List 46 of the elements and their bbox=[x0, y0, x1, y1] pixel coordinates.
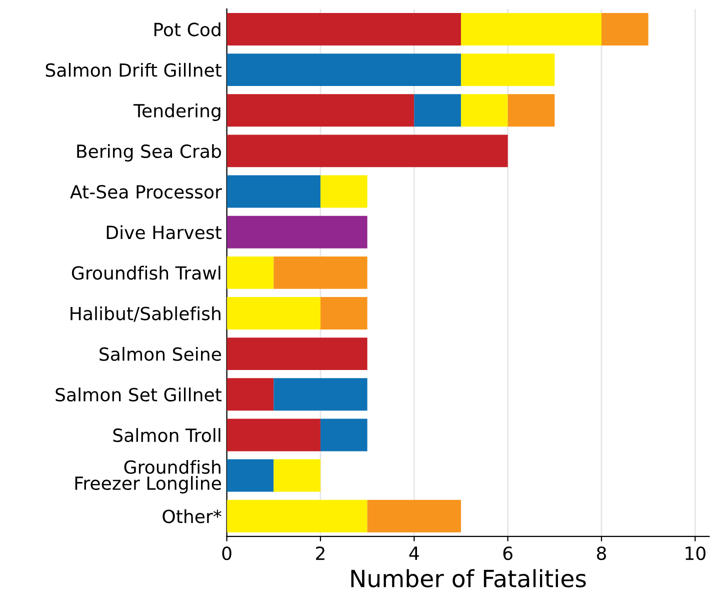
bar bbox=[226, 378, 274, 411]
x-tick-label: 10 bbox=[686, 546, 706, 560]
bar bbox=[320, 418, 368, 452]
x-tick-label: 4 bbox=[409, 546, 419, 560]
y-tick-label: Salmon Troll bbox=[113, 428, 220, 442]
bar bbox=[226, 12, 461, 46]
y-tick-label: At-Sea Processor bbox=[70, 184, 222, 199]
bar bbox=[460, 12, 602, 46]
bar bbox=[226, 94, 414, 127]
bar bbox=[320, 297, 368, 330]
y-tick-label: Tendering bbox=[133, 104, 220, 121]
y-tick-label: Salmon Seine bbox=[100, 346, 221, 361]
x-tick-label: 2 bbox=[316, 546, 324, 560]
bar bbox=[226, 134, 508, 168]
bar bbox=[226, 175, 320, 208]
bar bbox=[367, 500, 461, 532]
x-tick-label: 8 bbox=[596, 546, 606, 560]
bar bbox=[226, 459, 274, 492]
y-tick-label: Dive Harvest bbox=[106, 225, 222, 240]
x-tick-label: 6 bbox=[503, 546, 512, 560]
bar bbox=[460, 94, 508, 127]
y-tick-label: Halibut/Sablefish bbox=[70, 306, 220, 322]
bar bbox=[508, 94, 555, 127]
bar bbox=[460, 54, 555, 86]
y-tick-label: Pot Cod bbox=[154, 22, 220, 36]
bar bbox=[226, 500, 368, 532]
x-tick-label: 0 bbox=[222, 546, 232, 560]
bar bbox=[274, 459, 320, 492]
bar bbox=[226, 216, 368, 248]
y-tick-label: Other* bbox=[162, 509, 222, 524]
bar bbox=[601, 12, 648, 46]
y-tick-label: Groundfish Trawl bbox=[72, 266, 220, 280]
y-tick-label: Salmon Drift Gillnet bbox=[46, 62, 222, 77]
bar bbox=[226, 256, 274, 289]
y-tick-label: Bering Sea Crab bbox=[77, 144, 221, 162]
bar bbox=[274, 378, 368, 411]
bar bbox=[320, 175, 368, 208]
bar bbox=[226, 338, 368, 370]
bar bbox=[414, 94, 461, 127]
bar bbox=[226, 54, 461, 86]
y-tick-label: Groundfish Freezer Longline bbox=[75, 460, 221, 494]
bar bbox=[274, 256, 368, 289]
x-axis-title: Number of Fatalities bbox=[351, 569, 586, 588]
bar bbox=[226, 297, 320, 330]
bar bbox=[226, 418, 320, 452]
y-tick-label: Salmon Set Gillnet bbox=[56, 388, 222, 402]
